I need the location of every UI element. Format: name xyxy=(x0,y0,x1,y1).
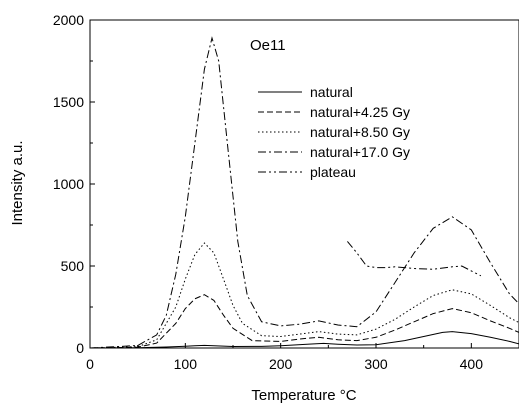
legend-label-4: natural+17.0 Gy xyxy=(310,144,410,160)
x-tick-label: 200 xyxy=(269,356,293,372)
y-tick-label: 0 xyxy=(76,340,84,356)
series-line-5 xyxy=(347,241,482,277)
series-line-1 xyxy=(90,331,519,348)
series-line-2 xyxy=(90,294,519,348)
y-tick-label: 2000 xyxy=(53,12,84,28)
legend-label-3: natural+8.50 Gy xyxy=(310,124,410,140)
x-tick-label: 100 xyxy=(174,356,198,372)
y-tick-label: 1000 xyxy=(53,176,84,192)
series-layer xyxy=(90,36,519,348)
series-line-3 xyxy=(90,242,519,348)
y-tick-label: 500 xyxy=(61,258,85,274)
y-axis-label: Intensity a.u. xyxy=(9,140,26,225)
x-tick-label: 300 xyxy=(364,356,388,372)
legend: natural natural+4.25 Gy natural+8.50 Gy nat… xyxy=(258,84,410,180)
x-tick-label: 400 xyxy=(460,356,484,372)
legend-label-2: natural+4.25 Gy xyxy=(310,104,410,120)
plot-frame xyxy=(89,19,519,349)
chart-annotation: Oe11 xyxy=(250,37,286,54)
y-tick-label: 1500 xyxy=(53,94,84,110)
legend-label-1: natural xyxy=(310,84,353,100)
x-axis-label: Temperature °C xyxy=(251,387,356,404)
x-tick-label: 0 xyxy=(86,356,94,372)
ticks-layer: 0 100 200 300 400 0 500 1000 1500 2000 xyxy=(53,12,483,372)
series-line-4 xyxy=(90,36,519,348)
legend-label-5: plateau xyxy=(310,164,356,180)
